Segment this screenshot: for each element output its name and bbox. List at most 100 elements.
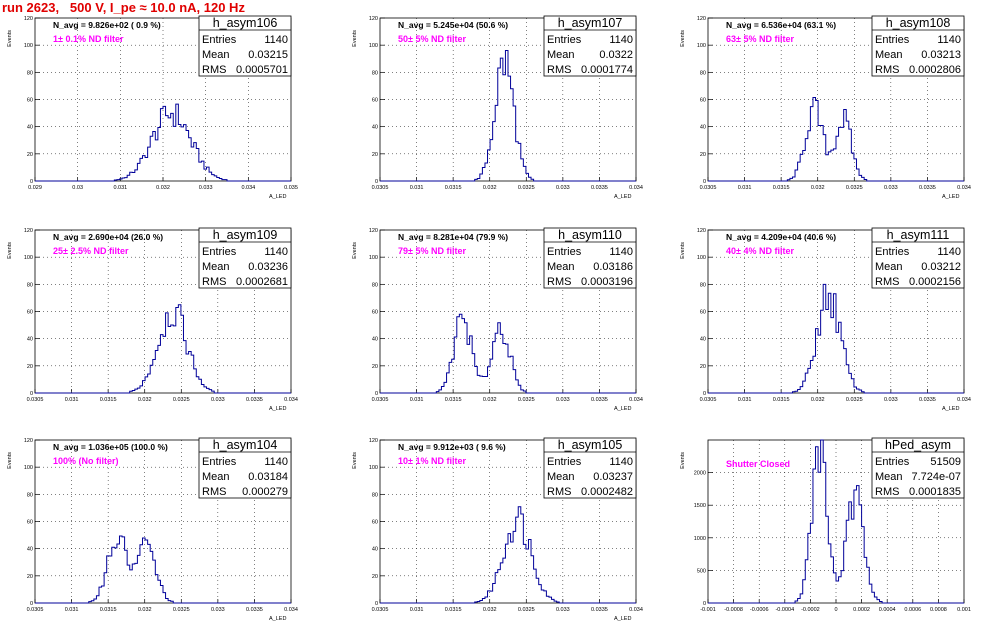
x-tick-label: 0.033 (884, 397, 898, 403)
x-tick-label: 0.0325 (173, 397, 190, 403)
y-tick-label: 40 (27, 547, 33, 553)
filter-label: 1± 0.1% ND filter (53, 34, 124, 44)
x-tick-label: 0.034 (284, 397, 298, 403)
y-axis-label: Events (7, 242, 13, 259)
stats-title: h_asym105 (558, 438, 623, 452)
x-axis-label: A_LED (269, 194, 286, 200)
y-tick-label: 40 (372, 125, 378, 131)
x-tick-label: 0.031 (410, 607, 424, 613)
y-axis-label: Events (352, 30, 358, 47)
x-axis-label: A_LED (614, 406, 631, 412)
histogram-panel-h_asym107: 0.0305 0.031 0.0315 0.032 0.0325 0.033 0.0335 0… (352, 15, 643, 200)
y-axis-label: Events (7, 30, 13, 47)
x-tick-label: 0.033 (556, 185, 570, 191)
stats-value-mean: 0.03236 (248, 261, 288, 273)
y-tick-label: 100 (24, 465, 33, 471)
x-tick-label: 0.0305 (700, 185, 717, 191)
x-tick-label: 0.0305 (372, 185, 389, 191)
x-tick-label: 0.0315 (445, 185, 462, 191)
histogram-panel-h_asym105: 0.0305 0.031 0.0315 0.032 0.0325 0.033 0.0335 0… (352, 437, 643, 622)
y-tick-label: 60 (27, 310, 33, 316)
y-tick-label: 60 (27, 520, 33, 526)
histogram-line (35, 304, 291, 394)
x-tick-label: 0.0002 (853, 607, 870, 613)
y-tick-label: 120 (24, 16, 33, 22)
navg-label: N_avg = 5.245e+04 (50.6 %) (398, 20, 508, 30)
stats-label-mean: Mean (202, 261, 230, 273)
stats-box (198, 227, 292, 289)
navg-label: N_avg = 9.826e+02 ( 0.9 %) (53, 20, 161, 30)
filter-label: 50± 5% ND filter (398, 34, 466, 44)
stats-label-rms: RMS (547, 64, 571, 76)
navg-label: N_avg = 6.536e+04 (63.1 %) (726, 20, 836, 30)
stats-label-mean: Mean (202, 49, 230, 61)
y-tick-label: 0 (375, 391, 378, 397)
x-tick-label: 0.032 (138, 607, 152, 613)
x-tick-label: 0.0305 (27, 607, 44, 613)
y-tick-label: 0 (375, 179, 378, 185)
y-tick-label: 120 (697, 16, 706, 22)
x-tick-label: -0.001 (700, 607, 716, 613)
x-tick-label: 0.0335 (919, 397, 936, 403)
x-tick-label: 0.034 (629, 397, 643, 403)
y-tick-label: 20 (372, 574, 378, 580)
stats-label-mean: Mean (875, 261, 903, 273)
y-tick-label: 40 (372, 337, 378, 343)
y-tick-label: 20 (27, 152, 33, 158)
stats-label-rms: RMS (875, 486, 899, 498)
histogram-line (708, 97, 964, 182)
x-tick-label: 0.0335 (591, 397, 608, 403)
y-tick-label: 120 (369, 438, 378, 444)
x-tick-label: -0.0004 (775, 607, 794, 613)
x-tick-label: 0.032 (483, 607, 497, 613)
x-tick-label: 0.033 (199, 185, 213, 191)
stats-label-entries: Entries (547, 456, 582, 468)
filter-label: 40± 4% ND filter (726, 246, 794, 256)
x-tick-label: 0.0004 (879, 607, 896, 613)
x-tick-label: 0.0325 (518, 397, 535, 403)
y-tick-label: 120 (697, 228, 706, 234)
stats-box (198, 15, 292, 77)
x-tick-label: 0.0315 (773, 185, 790, 191)
y-tick-label: 0 (30, 601, 33, 607)
stats-value-entries: 1140 (264, 246, 288, 258)
x-tick-label: 0.031 (410, 397, 424, 403)
stats-value-rms: 0.0001835 (909, 486, 961, 498)
y-tick-label: 80 (27, 492, 33, 498)
stats-box (871, 227, 965, 289)
x-tick-label: 0.033 (556, 607, 570, 613)
x-tick-label: 0.0315 (445, 397, 462, 403)
x-tick-label: 0.0315 (100, 607, 117, 613)
stats-label-entries: Entries (875, 456, 910, 468)
stats-label-mean: Mean (875, 49, 903, 61)
x-axis-label: A_LED (269, 616, 286, 622)
y-tick-label: 40 (27, 337, 33, 343)
stats-box (543, 15, 637, 77)
stats-title: h_asym109 (213, 228, 278, 242)
stats-box (871, 437, 965, 499)
x-tick-label: 0.033 (556, 397, 570, 403)
stats-label-entries: Entries (547, 246, 582, 258)
stats-title: h_asym106 (213, 16, 278, 30)
y-tick-label: 1500 (694, 503, 706, 509)
x-tick-label: 0.032 (483, 185, 497, 191)
x-tick-label: 0.0305 (372, 607, 389, 613)
y-tick-label: 60 (372, 310, 378, 316)
y-tick-label: 60 (700, 310, 706, 316)
y-tick-label: 1000 (694, 536, 706, 542)
x-tick-label: 0.033 (211, 607, 225, 613)
x-tick-label: 0.0315 (445, 607, 462, 613)
navg-label: N_avg = 9.912e+03 ( 9.6 %) (398, 442, 506, 452)
x-tick-label: 0.032 (811, 185, 825, 191)
y-tick-label: 80 (27, 70, 33, 76)
y-tick-label: 0 (703, 391, 706, 397)
stats-title: h_asym111 (887, 228, 950, 242)
x-axis-label: A_LED (269, 406, 286, 412)
y-axis-label: Events (352, 452, 358, 469)
histogram-panel-h_asym110: 0.0305 0.031 0.0315 0.032 0.0325 0.033 0.0335 0… (352, 227, 643, 412)
stats-box (871, 15, 965, 77)
x-tick-label: 0.0325 (518, 185, 535, 191)
stats-value-entries: 1140 (937, 246, 961, 258)
x-tick-label: 0.0006 (904, 607, 921, 613)
stats-value-rms: 0.0002806 (909, 64, 961, 76)
